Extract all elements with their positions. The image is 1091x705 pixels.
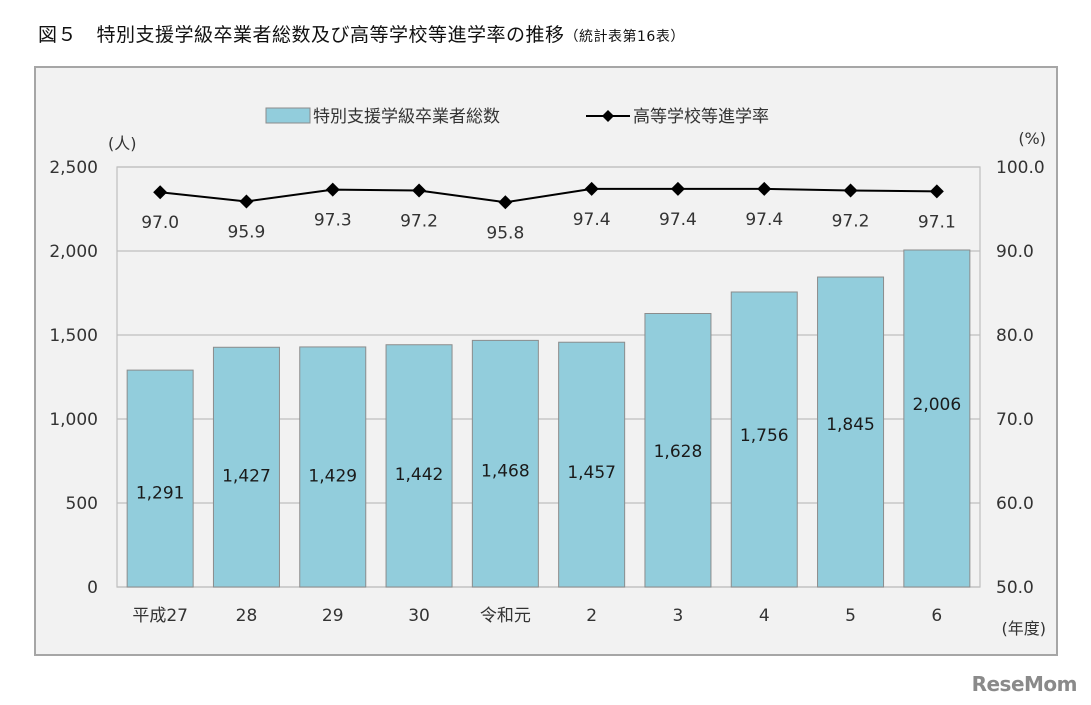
diamond-marker-icon: [670, 181, 685, 196]
bar-value-label: 1,756: [740, 426, 789, 446]
bar-series: 1,291 1,427 1,429 1,442 1,468 1,457 1,628 1,756…: [126, 249, 971, 588]
x-tick-label: 28: [236, 606, 258, 626]
rate-value-label: 95.8: [486, 223, 524, 243]
y-left-tick-label: 1,500: [49, 326, 98, 346]
y-left-tick-label: 1,000: [49, 410, 98, 430]
rate-value-label: 97.3: [314, 211, 352, 231]
x-tick-label: 2: [586, 606, 597, 626]
bar-value-label: 1,628: [654, 442, 703, 462]
rate-line: [160, 187, 937, 204]
bar: [903, 249, 971, 588]
rate-value-label: 97.4: [659, 210, 697, 230]
y-right-tick-label: 60.0: [996, 494, 1034, 514]
bar: [299, 346, 367, 588]
x-tick-label: 6: [931, 606, 942, 626]
bar-value-label: 1,457: [567, 463, 616, 483]
legend-line-label: 高等学校等進学率: [633, 107, 769, 127]
x-tick-label: 5: [845, 606, 856, 626]
legend-bar-swatch-icon: [265, 107, 311, 124]
rate-value-label: 97.4: [573, 210, 611, 230]
bar-value-label: 1,468: [481, 462, 530, 482]
y-right-tick-label: 90.0: [996, 242, 1034, 262]
bar-value-label: 2,006: [913, 395, 962, 415]
y-right-unit-label: (%): [1018, 129, 1046, 148]
diamond-marker-icon: [412, 183, 427, 198]
rate-value-label: 97.2: [832, 212, 870, 232]
bar-value-label: 1,429: [308, 466, 357, 486]
bar: [558, 341, 626, 588]
bar: [817, 276, 885, 588]
y-left-tick-label: 2,500: [49, 158, 98, 178]
bar: [471, 339, 539, 588]
figure-title: 図５ 特別支援学級卒業者総数及び高等学校等進学率の推移（統計表第16表）: [38, 20, 685, 47]
line-series: 97.0 95.9 97.3 97.2 95.8 97.4 97.4 97.4 97.2 97.1: [141, 181, 956, 243]
diamond-marker-icon: [843, 183, 858, 198]
y-left-tick-label: 0: [87, 578, 98, 598]
figure-title-main: 図５ 特別支援学級卒業者総数及び高等学校等進学率の推移: [38, 24, 565, 46]
x-tick-label: 30: [408, 606, 430, 626]
y-left-unit-label: (人): [108, 134, 137, 153]
bar-value-label: 1,845: [826, 415, 875, 435]
rate-value-label: 97.1: [918, 212, 956, 232]
figure-title-sub: （統計表第16表）: [564, 29, 685, 45]
y-right-tick-label: 70.0: [996, 410, 1034, 430]
y-left-tick-label: 500: [66, 494, 98, 514]
bar: [126, 369, 194, 588]
x-unit-label: (年度): [1002, 619, 1047, 638]
diamond-marker-icon: [239, 194, 254, 209]
y-right-tick-label: 80.0: [996, 326, 1034, 346]
x-tick-label: 3: [673, 606, 684, 626]
x-tick-label: 令和元: [480, 606, 531, 626]
resemom-logo: ReseMom: [971, 672, 1078, 696]
x-tick-label: 29: [322, 606, 344, 626]
bar: [212, 346, 280, 588]
bar: [730, 291, 798, 588]
rate-value-label: 97.0: [141, 213, 179, 233]
x-tick-label: 平成27: [132, 606, 188, 626]
legend-bar-label: 特別支援学級卒業者総数: [313, 107, 500, 127]
y-axis-right: 50.0 60.0 70.0 80.0 90.0 100.0: [996, 158, 1045, 598]
diamond-marker-icon: [757, 181, 772, 196]
bar-value-label: 1,291: [136, 484, 185, 504]
bar: [385, 344, 453, 588]
y-left-tick-label: 2,000: [49, 242, 98, 262]
axis-titles: (人) (%) (年度): [108, 129, 1046, 638]
diamond-marker-icon: [325, 182, 340, 197]
diamond-marker-icon: [498, 195, 513, 210]
x-tick-label: 4: [759, 606, 770, 626]
rate-value-label: 95.9: [228, 222, 266, 242]
chart-legend: 特別支援学級卒業者総数 高等学校等進学率: [265, 107, 769, 127]
chart-frame: [34, 66, 1058, 656]
x-axis: 平成27 28 29 30 令和元 2 3 4 5 6: [132, 606, 942, 626]
diamond-marker-icon: [153, 185, 168, 200]
y-right-tick-label: 50.0: [996, 578, 1034, 598]
legend-diamond-icon: [602, 110, 614, 122]
rate-value-label: 97.2: [400, 212, 438, 232]
rate-value-label: 97.4: [745, 210, 783, 230]
bar: [644, 312, 712, 588]
y-axis-left: 0 500 1,000 1,500 2,000 2,500: [49, 158, 98, 598]
bar-value-label: 1,427: [222, 467, 271, 487]
bar-value-label: 1,442: [395, 465, 444, 485]
diamond-marker-icon: [929, 184, 944, 199]
y-right-tick-label: 100.0: [996, 158, 1045, 178]
diamond-marker-icon: [584, 181, 599, 196]
